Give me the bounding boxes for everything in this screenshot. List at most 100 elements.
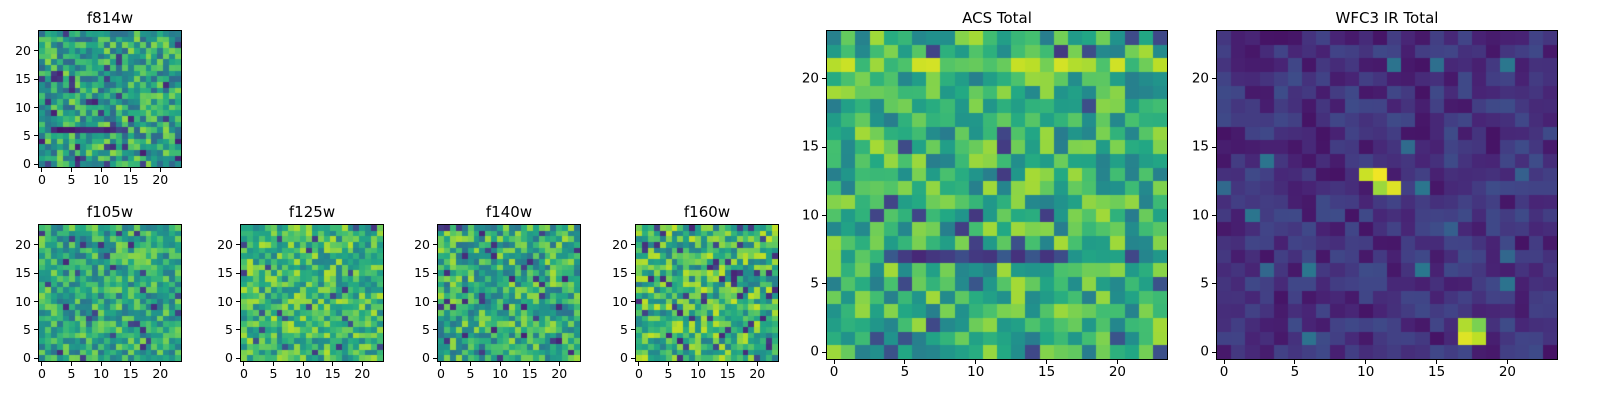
- y-tick-label: 5: [810, 275, 819, 292]
- x-tick-label: 15: [122, 366, 139, 381]
- x-tick-label: 0: [436, 366, 445, 381]
- x-tick-mark: [159, 362, 161, 366]
- y-tick-label: 10: [612, 293, 628, 309]
- x-tick-label: 15: [719, 366, 736, 381]
- x-tick-mark: [833, 360, 835, 364]
- x-tick-mark: [159, 168, 161, 172]
- y-tick-label: 20: [414, 236, 430, 252]
- x-tick-label: 5: [67, 172, 76, 187]
- y-tick-label: 5: [1200, 275, 1209, 292]
- y-tick-label: 0: [620, 349, 628, 365]
- y-tick-label: 5: [23, 127, 31, 143]
- heatmap-plot-f125w: 0 5 10 15 20 0 5 10 15 20: [217, 224, 384, 380]
- x-tick-mark: [697, 362, 699, 366]
- y-tick-mark: [34, 50, 38, 52]
- x-tick-label: 0: [634, 366, 643, 381]
- heatmap-canvas-f160w: [636, 225, 778, 361]
- y-tick-mark: [631, 301, 635, 302]
- x-tick-mark: [361, 362, 363, 366]
- y-tick-label: 0: [23, 155, 31, 171]
- panel-f814w: f814w 0 5 10 15 20 0 5 10 15 20: [15, 8, 182, 186]
- y-tick-label: 10: [15, 293, 31, 309]
- y-tick-label: 5: [225, 321, 233, 337]
- x-tick-label: 10: [492, 366, 509, 381]
- y-tick-mark: [34, 357, 38, 359]
- y-tick-label: 15: [414, 264, 430, 280]
- y-tick-mark: [34, 301, 38, 302]
- heatmap-plot-f140w: 0 5 10 15 20 0 5 10 15 20: [414, 224, 581, 380]
- y-tick-mark: [631, 244, 635, 246]
- y-tick-label: 0: [1200, 343, 1209, 360]
- x-tick-label: 15: [1427, 364, 1446, 380]
- heatmap-canvas-f105w: [39, 225, 181, 361]
- x-tick-mark: [100, 168, 102, 172]
- x-tick-label: 20: [1108, 364, 1126, 380]
- x-tick-label: 15: [324, 366, 341, 381]
- panel-title-f814w: f814w: [86, 9, 134, 27]
- heatmap-canvas-f814w: [39, 31, 181, 167]
- x-tick-label: 10: [690, 366, 707, 381]
- y-tick-label: 0: [225, 349, 233, 365]
- y-tick-mark: [822, 146, 826, 148]
- panel-title-f160w: f160w: [683, 203, 731, 221]
- x-tick-mark: [975, 360, 977, 364]
- y-tick-mark: [631, 357, 635, 359]
- y-tick-mark: [236, 329, 240, 331]
- x-tick-mark: [130, 362, 132, 366]
- y-tick-label: 15: [612, 264, 628, 280]
- y-tick-label: 5: [23, 321, 31, 337]
- heatmap-plot-f814w: 0 5 10 15 20 0 5 10 15 20: [15, 30, 182, 186]
- x-tick-mark: [41, 362, 43, 366]
- panel-wfc3-ir-total: WFC3 IR Total 0 5 10 15 20 0 5 10 15 20: [1192, 8, 1558, 379]
- y-tick-label: 20: [1191, 70, 1209, 87]
- x-tick-label: 20: [1498, 364, 1516, 380]
- y-tick-mark: [1212, 351, 1216, 353]
- y-tick-mark: [236, 272, 240, 274]
- x-tick-label: 20: [354, 366, 371, 381]
- x-tick-label: 5: [67, 366, 76, 381]
- panel-title-f140w: f140w: [485, 203, 533, 221]
- panel-acs-total: ACS Total 0 5 10 15 20 0 5 10 15 20: [802, 8, 1168, 379]
- heatmap-plot-f105w: 0 5 10 15 20 0 5 10 15 20: [15, 224, 182, 380]
- panel-title-f105w: f105w: [86, 203, 134, 221]
- x-tick-label: 10: [295, 366, 312, 381]
- y-tick-label: 15: [801, 138, 819, 155]
- y-tick-label: 15: [15, 264, 31, 280]
- heatmap-canvas-wfc3-ir-total: [1217, 31, 1557, 359]
- x-tick-mark: [1116, 360, 1118, 364]
- x-tick-label: 0: [829, 364, 839, 380]
- y-tick-label: 0: [23, 349, 31, 365]
- x-tick-mark: [332, 362, 334, 366]
- x-tick-label: 0: [37, 172, 46, 187]
- heatmap-plot-acs-total: 0 5 10 15 20 0 5 10 15 20: [802, 30, 1168, 379]
- y-tick-mark: [631, 272, 635, 274]
- y-tick-mark: [34, 135, 38, 137]
- x-tick-mark: [302, 362, 304, 366]
- x-tick-mark: [1046, 360, 1048, 364]
- x-tick-label: 0: [1219, 364, 1229, 380]
- x-tick-label: 5: [1290, 364, 1300, 380]
- y-tick-mark: [236, 357, 240, 359]
- y-tick-label: 10: [217, 293, 233, 309]
- x-tick-label: 20: [551, 366, 568, 381]
- x-tick-mark: [130, 168, 132, 172]
- y-tick-label: 20: [801, 70, 819, 87]
- heatmap-canvas-acs-total: [827, 31, 1167, 359]
- y-tick-mark: [236, 301, 240, 302]
- heatmap-canvas-f125w: [241, 225, 383, 361]
- x-tick-label: 10: [93, 172, 110, 187]
- x-tick-label: 15: [1037, 364, 1056, 380]
- x-tick-label: 5: [269, 366, 278, 381]
- y-tick-mark: [34, 78, 38, 80]
- x-tick-mark: [1365, 360, 1367, 364]
- y-tick-label: 10: [1191, 206, 1209, 223]
- panel-f105w: f105w 0 5 10 15 20 0 5 10 15 20: [15, 202, 182, 380]
- panel-title-acs-total: ACS Total: [962, 9, 1032, 27]
- y-tick-label: 10: [414, 293, 430, 309]
- y-tick-label: 5: [422, 321, 430, 337]
- y-tick-mark: [1212, 146, 1216, 148]
- panel-f160w: f160w 0 5 10 15 20 0 5 10 15 20: [612, 202, 779, 380]
- x-tick-mark: [1506, 360, 1508, 364]
- y-tick-mark: [1212, 283, 1216, 285]
- x-tick-label: 20: [152, 366, 169, 381]
